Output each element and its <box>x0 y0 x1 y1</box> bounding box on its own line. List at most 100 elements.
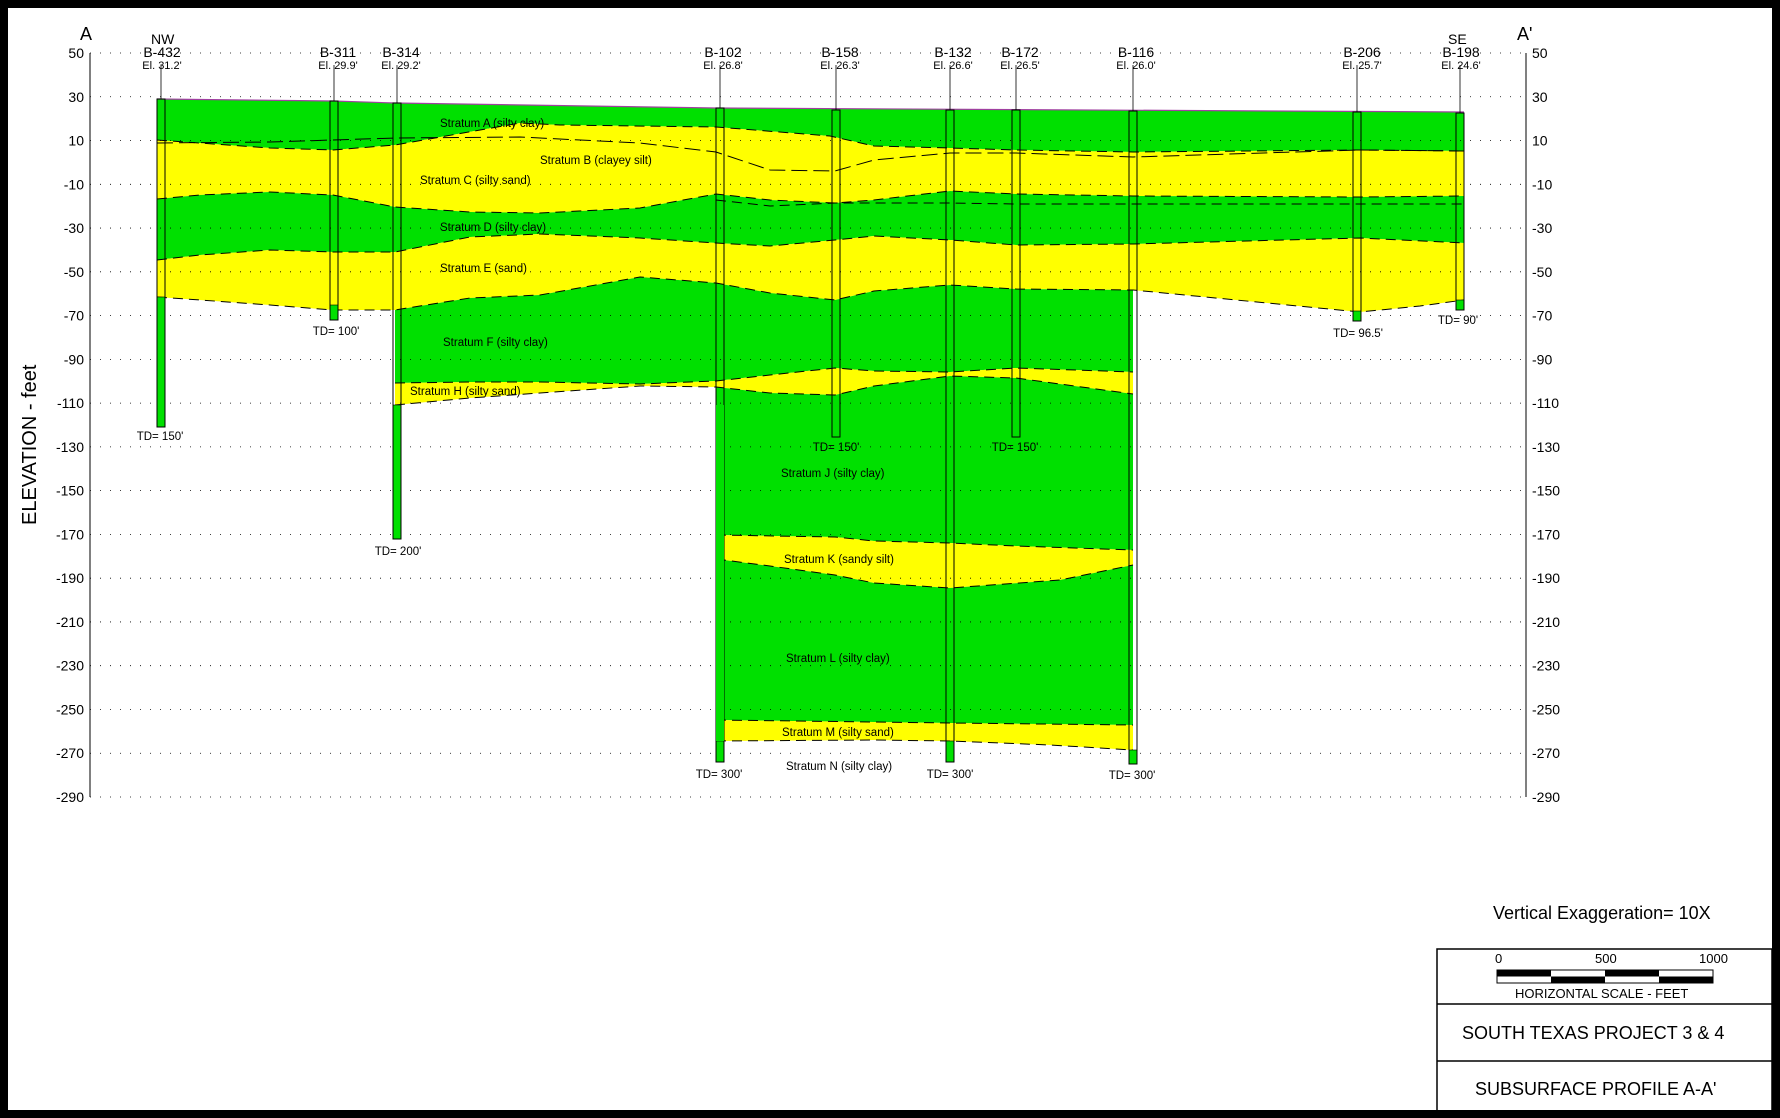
y-tick-label: -10 <box>64 176 84 192</box>
y-tick-label-right: -170 <box>1532 526 1560 542</box>
boring-green-tail <box>715 740 725 763</box>
boring-total-depth: TD= 300' <box>927 769 974 781</box>
boring-elevation: El. 26.6' <box>933 60 972 72</box>
boring-elevation: El. 24.6' <box>1441 60 1480 72</box>
section-end-label: A' <box>1517 24 1532 44</box>
y-tick-label: -190 <box>56 570 84 586</box>
boring-total-depth: TD= 90' <box>1438 315 1478 327</box>
stratum-label-m: Stratum M (silty sand) <box>782 727 894 739</box>
stratum-k-zone <box>716 535 1133 588</box>
stratum-label-l: Stratum L (silty clay) <box>786 653 890 665</box>
scale-seg-2 <box>1551 976 1605 983</box>
y-tick-label: 30 <box>68 89 84 105</box>
y-tick-label: -150 <box>56 483 84 499</box>
y-tick-label: -90 <box>64 351 84 367</box>
scale-tick-1000: 1000 <box>1699 951 1728 966</box>
boring-id: B-158 <box>821 44 859 60</box>
stratum-m-zone <box>716 720 1133 750</box>
boring-id: B-172 <box>1001 44 1039 60</box>
y-tick-label-right: -130 <box>1532 439 1560 455</box>
boring-elevation: El. 26.5' <box>1000 60 1039 72</box>
boring-elevation: El. 26.8' <box>703 60 742 72</box>
stratum-label-j: Stratum J (silty clay) <box>781 468 885 480</box>
scale-tick-0: 0 <box>1495 951 1502 966</box>
stratum-labels: Stratum A (silty clay) Stratum B (clayey… <box>410 118 894 773</box>
stratum-label-a: Stratum A (silty clay) <box>440 118 544 130</box>
boring-id: B-198 <box>1442 44 1480 60</box>
boring-elevation: El. 25.7' <box>1342 60 1381 72</box>
boring-total-depth: TD= 300' <box>696 769 743 781</box>
y-tick-label-right: -10 <box>1532 176 1552 192</box>
stratum-j-zone <box>716 376 1133 550</box>
boring-elevation: El. 31.2' <box>142 60 181 72</box>
boring-elevation: El. 29.9' <box>318 60 357 72</box>
boring-green-tail <box>392 404 402 540</box>
boring-total-depth: TD= 150' <box>992 442 1039 454</box>
y-axis-title: ELEVATION - feet <box>19 364 41 525</box>
y-tick-label: -230 <box>56 658 84 674</box>
y-tick-label-right: -190 <box>1532 570 1560 586</box>
project-title: SOUTH TEXAS PROJECT 3 & 4 <box>1462 1023 1724 1043</box>
boring-green-tail <box>945 740 955 763</box>
y-tick-label: -70 <box>64 308 84 324</box>
stratum-label-e: Stratum E (sand) <box>440 263 527 275</box>
y-tick-label: -130 <box>56 439 84 455</box>
boring-total-depth: TD= 300' <box>1109 770 1156 782</box>
y-tick-label-right: -230 <box>1532 658 1560 674</box>
y-tick-label-right: -210 <box>1532 614 1560 630</box>
y-tick-label: 10 <box>68 133 84 149</box>
boring-green-fill <box>716 405 724 741</box>
y-tick-label: -30 <box>64 220 84 236</box>
y-tick-label-right: -290 <box>1532 789 1560 805</box>
boring-id: B-102 <box>704 44 742 60</box>
stratum-label-k: Stratum K (sandy silt) <box>784 554 894 566</box>
boring-green-tail <box>329 304 339 321</box>
y-tick-label: -250 <box>56 701 84 717</box>
scale-bar <box>1496 969 1714 984</box>
stratum-label-h: Stratum H (silty sand) <box>410 386 521 398</box>
y-axis-left: 50 30 10 -10 -30 -50 -70 -90 -110 -130 -150 -170 -19… <box>56 45 84 805</box>
section-start-label: A <box>80 24 92 44</box>
stratum-label-f: Stratum F (silty clay) <box>443 337 548 349</box>
y-tick-label: -290 <box>56 789 84 805</box>
boring-elevation: El. 26.3' <box>820 60 859 72</box>
boring-elevation: El. 26.0' <box>1116 60 1155 72</box>
y-tick-label: -110 <box>57 395 84 411</box>
y-tick-label-right: -70 <box>1532 308 1552 324</box>
y-tick-label-right: -150 <box>1532 483 1560 499</box>
y-tick-label-right: -250 <box>1532 701 1560 717</box>
scale-caption: HORIZONTAL SCALE - FEET <box>1515 986 1688 1001</box>
stratum-h-zone <box>395 368 1133 405</box>
nw-direction-label: NW <box>151 31 175 47</box>
scale-seg-1 <box>1497 970 1551 977</box>
scale-seg-4 <box>1659 976 1713 983</box>
boring-id: B-311 <box>320 44 357 60</box>
y-tick-label: -270 <box>56 745 84 761</box>
y-tick-label-right: 10 <box>1532 133 1548 149</box>
stratum-f-zone <box>395 277 1133 384</box>
boring-id: B-432 <box>143 44 181 60</box>
y-tick-label: -50 <box>64 264 84 280</box>
y-tick-label: -210 <box>56 614 84 630</box>
boring-green-tail <box>156 296 166 428</box>
boring-green-tail <box>1128 749 1138 765</box>
boring-total-depth: TD= 200' <box>375 546 422 558</box>
drawing-title: SUBSURFACE PROFILE A-A' <box>1475 1079 1717 1099</box>
title-block: 0 500 1000 HORIZONTAL SCALE - FEET SOUTH… <box>1436 948 1773 1115</box>
scale-tick-500: 500 <box>1595 951 1617 966</box>
boring-total-depth: TD= 150' <box>813 442 860 454</box>
boring-green-tail <box>1352 310 1362 322</box>
y-tick-label-right: -110 <box>1532 395 1559 411</box>
y-tick-label-right: -50 <box>1532 264 1552 280</box>
stratum-label-b: Stratum B (clayey silt) <box>540 155 652 167</box>
scale-seg-3 <box>1605 970 1659 977</box>
boring-green-tail <box>1455 299 1465 311</box>
